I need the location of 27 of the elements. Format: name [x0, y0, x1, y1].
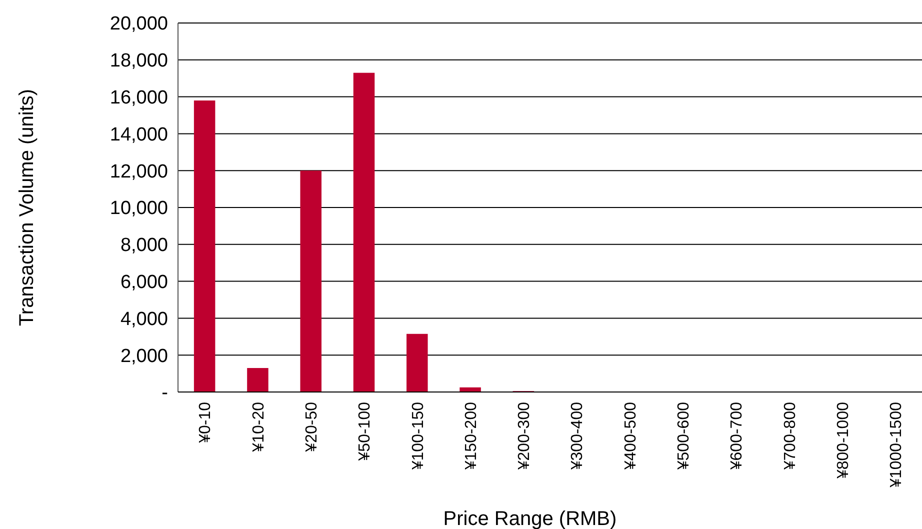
y-tick-label: 2,000 — [120, 346, 168, 367]
x-tick-label: ¥20-50 — [303, 402, 320, 453]
y-tick-label: 8,000 — [120, 235, 168, 256]
x-axis-title: Price Range (RMB) — [443, 508, 617, 529]
y-tick-label: 18,000 — [110, 50, 168, 72]
y-tick-label: 4,000 — [120, 308, 168, 330]
x-tick-label: ¥50-100 — [356, 402, 374, 462]
x-tick-label: ¥800-1000 — [834, 402, 852, 480]
x-tick-label: ¥700-800 — [782, 402, 799, 471]
y-axis-title: Transaction Volume (units) — [16, 88, 38, 326]
y-tick-label: 16,000 — [110, 87, 168, 108]
y-tick-label: - — [162, 382, 168, 404]
x-tick-label: ¥600-700 — [728, 402, 746, 471]
y-tick-label: 12,000 — [110, 161, 168, 182]
x-tick-label: ¥10-20 — [250, 402, 268, 453]
y-tick-label: 10,000 — [110, 198, 168, 220]
x-tick-label: ¥400-500 — [622, 402, 640, 471]
y-tick-label: 20,000 — [110, 14, 168, 35]
x-tick-label: ¥0-10 — [197, 402, 214, 444]
y-tick-label: 14,000 — [110, 124, 168, 146]
x-tick-label: ¥200-300 — [516, 402, 534, 471]
x-tick-label: ¥100-150 — [410, 402, 427, 471]
x-tick-label: ¥1000-1500 — [888, 402, 906, 488]
x-tick-label: ¥150-200 — [462, 402, 480, 471]
y-tick-label: 6,000 — [120, 272, 168, 293]
x-tick-label: ¥500-600 — [675, 402, 692, 471]
x-tick-label: ¥300-400 — [569, 402, 586, 471]
